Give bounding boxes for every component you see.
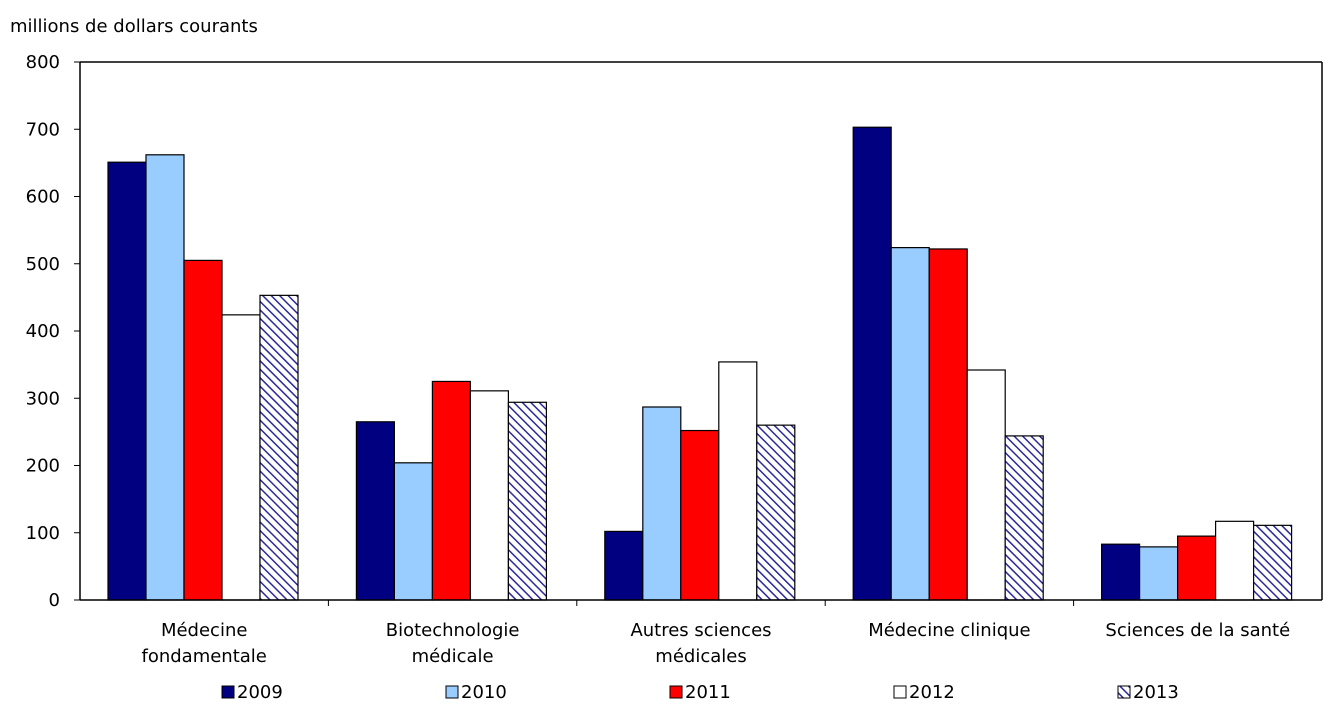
y-tick-label: 300: [26, 388, 60, 409]
bar-2013-2: [756, 424, 796, 601]
axes: [79, 61, 1323, 606]
legend-swatch-2009: [221, 685, 235, 699]
bar-2012-1: [469, 390, 509, 601]
y-axis-ticks: 0 100 200 300 400 500 600 700 800: [26, 52, 80, 611]
bar-2010-3: [890, 247, 930, 601]
bar-2010-1: [393, 462, 433, 601]
bar-2009-0: [107, 161, 147, 601]
category-label: Médecine clinique: [868, 620, 1030, 641]
legend-swatch-2011: [669, 685, 683, 699]
category-label: Médecine: [161, 620, 247, 641]
category-label: Sciences de la santé: [1105, 620, 1290, 641]
category-label: fondamentale: [141, 646, 266, 667]
legend-label-2013: 2013: [1133, 682, 1179, 703]
bar-2009-3: [852, 126, 892, 601]
legend-label-2012: 2012: [909, 682, 955, 703]
bars: [107, 126, 1293, 601]
legend-label-2009: 2009: [237, 682, 283, 703]
bar-2010-0: [145, 154, 185, 601]
y-tick-label: 400: [26, 321, 60, 342]
bar-2010-4: [1138, 546, 1179, 601]
legend-swatch-2012: [893, 685, 907, 699]
bar-2009-2: [604, 530, 644, 601]
category-labels: Médecine fondamentale Biotechnologie médica…: [141, 620, 1290, 667]
y-tick-label: 0: [49, 590, 60, 611]
bar-2013-3: [1004, 435, 1044, 601]
category-label: Autres sciences: [630, 620, 771, 641]
bar-2011-3: [928, 248, 968, 601]
y-tick-label: 600: [26, 187, 60, 208]
legend-swatch-2010: [445, 685, 459, 699]
bar-2011-2: [680, 429, 720, 601]
bar-2012-0: [221, 314, 261, 601]
y-tick-label: 200: [26, 456, 60, 477]
legend-swatch-2013: [1117, 685, 1131, 699]
y-tick-label: 100: [26, 523, 60, 544]
y-tick-label: 800: [26, 52, 60, 73]
legend: 2009 2010 2011 2012 2013: [221, 682, 1179, 703]
bar-2009-4: [1100, 543, 1141, 601]
legend-label-2011: 2011: [685, 682, 731, 703]
bar-2013-4: [1252, 524, 1293, 601]
bar-2013-0: [259, 294, 299, 601]
bar-2012-2: [718, 361, 758, 601]
category-label: médicale: [412, 646, 494, 667]
bar-2012-3: [966, 369, 1006, 601]
y-tick-label: 500: [26, 254, 60, 275]
bar-2011-4: [1176, 535, 1217, 601]
y-axis-title: millions de dollars courants: [10, 16, 258, 37]
bar-2013-1: [507, 401, 547, 601]
category-label: Biotechnologie: [386, 620, 520, 641]
category-label: médicales: [655, 646, 746, 667]
legend-label-2010: 2010: [461, 682, 507, 703]
bar-2011-1: [431, 380, 471, 601]
bar-2011-0: [183, 259, 223, 601]
bar-2012-4: [1214, 520, 1255, 601]
y-tick-label: 700: [26, 119, 60, 140]
bar-2010-2: [642, 406, 682, 601]
bar-2009-1: [355, 421, 395, 601]
